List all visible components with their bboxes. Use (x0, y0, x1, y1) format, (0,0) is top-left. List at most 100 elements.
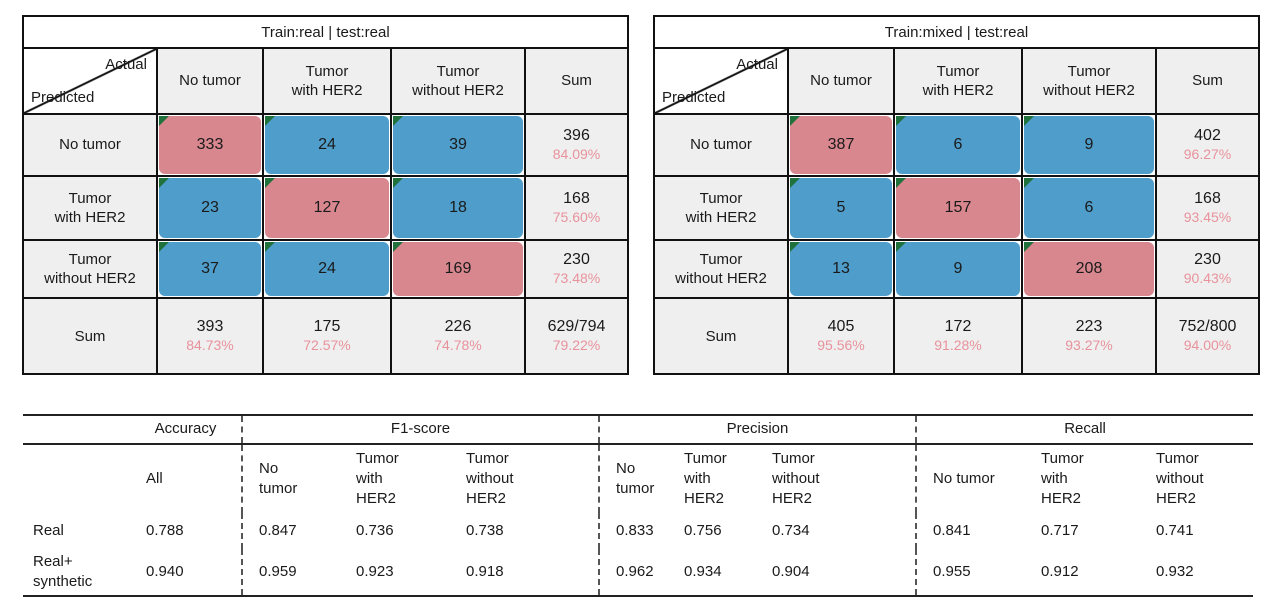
column-header: Sum (1155, 47, 1260, 115)
matrix-title: Train:real | test:real (22, 15, 629, 49)
row-header: Tumor with HER2 (653, 175, 789, 241)
metric-value: 0.717 (1041, 521, 1079, 539)
row-header: Tumor without HER2 (22, 239, 158, 299)
matrix-cell: 157 (893, 175, 1023, 241)
matrix-cell: 24 (262, 239, 392, 299)
matrix-cell: 24 (262, 113, 392, 177)
row-sum-cell: 230 73.48% (524, 239, 629, 299)
matrix-cell: 6 (893, 113, 1023, 177)
corner-marker-icon (265, 178, 275, 188)
row-header: Tumor without HER2 (653, 239, 789, 299)
matrix-header-row: Actual Predicted No tumor Tumor with HER… (22, 47, 629, 115)
metric-value: 0.788 (146, 521, 184, 539)
column-header: Tumor with HER2 (893, 47, 1023, 115)
metric-value: 0.932 (1156, 562, 1194, 580)
row-sum-cell: 168 75.60% (524, 175, 629, 241)
column-header: Tumor without HER2 (1021, 47, 1157, 115)
matrix-cell: 5 (787, 175, 895, 241)
column-header: No tumor (787, 47, 895, 115)
row-sum-cell: 396 84.09% (524, 113, 629, 177)
corner-marker-icon (1024, 116, 1034, 126)
matrix-title: Train:mixed | test:real (653, 15, 1260, 49)
metric-value: 0.841 (915, 513, 1026, 549)
corner-marker-icon (1024, 178, 1034, 188)
subheader: Tumor with HER2 (356, 450, 399, 507)
metric-value: 0.959 (241, 549, 340, 596)
matrix-cell: 9 (893, 239, 1023, 299)
actual-label: Actual (105, 56, 147, 73)
corner-marker-icon (896, 116, 906, 126)
group-header-precision: Precision (598, 415, 917, 445)
matrix-cell: 387 (787, 113, 895, 177)
corner-marker-icon (159, 116, 169, 126)
subheader: Tumor with HER2 (684, 450, 727, 507)
table-row: Tumor without HER2 37 24 169 230 73.48% (22, 239, 629, 299)
predicted-label: Predicted (31, 89, 95, 106)
confusion-matrix-table: Train:mixed | test:real Actual Predicted… (653, 15, 1260, 375)
metric-value: 0.904 (772, 562, 810, 580)
subheader: Tumor without HER2 (1156, 450, 1204, 507)
confusion-matrix-table: Train:real | test:real Actual Predicted … (22, 15, 629, 375)
subheader: No tumor (598, 444, 669, 513)
actual-predicted-corner-cell: Actual Predicted (653, 47, 789, 115)
sum-row: Sum 405 95.56% 172 91.28% 223 93.27% 752/80… (653, 297, 1260, 375)
metrics-subheader-row: All No tumor Tumor with HER2 Tumor witho… (23, 444, 1253, 513)
matrix-cell: 6 (1021, 175, 1157, 241)
sum-row-header: Sum (653, 297, 789, 375)
matrix-cell: 127 (262, 175, 392, 241)
corner-marker-icon (265, 116, 275, 126)
metric-value: 0.738 (466, 521, 504, 539)
corner-marker-icon (790, 178, 800, 188)
metric-value: 0.847 (241, 513, 340, 549)
confusion-matrix-train-mixed: Train:mixed | test:real Actual Predicted… (653, 15, 1260, 375)
column-sum-cell: 393 84.73% (156, 297, 264, 375)
metric-value: 0.912 (1041, 562, 1079, 580)
column-header: Tumor without HER2 (390, 47, 526, 115)
subheader: Tumor without HER2 (772, 450, 820, 507)
corner-marker-icon (896, 242, 906, 252)
subheader: Tumor with HER2 (1041, 450, 1084, 507)
corner-marker-icon (265, 242, 275, 252)
column-header: Sum (524, 47, 629, 115)
corner-marker-icon (393, 116, 403, 126)
table-row: Real+ synthetic 0.940 0.959 0.923 0.918 … (23, 549, 1253, 596)
group-header-recall: Recall (915, 415, 1254, 445)
metrics-table: Accuracy F1-score Precision Recall All N… (23, 414, 1254, 597)
metric-value: 0.962 (598, 549, 669, 596)
empty-corner (23, 444, 130, 513)
corner-marker-icon (790, 116, 800, 126)
metric-value: 0.833 (598, 513, 669, 549)
metric-value: 0.756 (684, 521, 722, 539)
row-label: Real (33, 522, 64, 540)
matrix-cell: 13 (787, 239, 895, 299)
metric-value: 0.934 (684, 562, 722, 580)
subheader: No tumor (915, 444, 1026, 513)
column-header: No tumor (156, 47, 264, 115)
corner-marker-icon (393, 178, 403, 188)
column-sum-cell: 175 72.57% (262, 297, 392, 375)
matrix-cell: 37 (156, 239, 264, 299)
matrix-cell: 169 (390, 239, 526, 299)
sum-row: Sum 393 84.73% 175 72.57% 226 74.78% 629/79… (22, 297, 629, 375)
column-sum-cell: 226 74.78% (390, 297, 526, 375)
sum-row-header: Sum (22, 297, 158, 375)
table-row: No tumor 387 6 9 402 96.27% (653, 113, 1260, 177)
confusion-matrix-train-real: Train:real | test:real Actual Predicted … (22, 15, 629, 375)
table-row: Tumor with HER2 23 127 18 168 75.60% (22, 175, 629, 241)
row-sum-cell: 230 90.43% (1155, 239, 1260, 299)
metric-value: 0.918 (466, 562, 504, 580)
table-row: Tumor with HER2 5 157 6 168 93.45% (653, 175, 1260, 241)
empty-corner (23, 415, 130, 445)
table-row: Tumor without HER2 13 9 208 230 90.43% (653, 239, 1260, 299)
corner-marker-icon (159, 242, 169, 252)
table-row: Real 0.788 0.847 0.736 0.738 0.833 0.756… (23, 513, 1253, 549)
corner-marker-icon (790, 242, 800, 252)
metric-value: 0.940 (146, 562, 184, 580)
group-header-f1: F1-score (240, 415, 600, 445)
matrix-title-row: Train:mixed | test:real (653, 15, 1260, 49)
corner-marker-icon (393, 242, 403, 252)
actual-predicted-corner-cell: Actual Predicted (22, 47, 158, 115)
predicted-label: Predicted (662, 89, 726, 106)
subheader: All (146, 470, 163, 488)
corner-marker-icon (1024, 242, 1034, 252)
